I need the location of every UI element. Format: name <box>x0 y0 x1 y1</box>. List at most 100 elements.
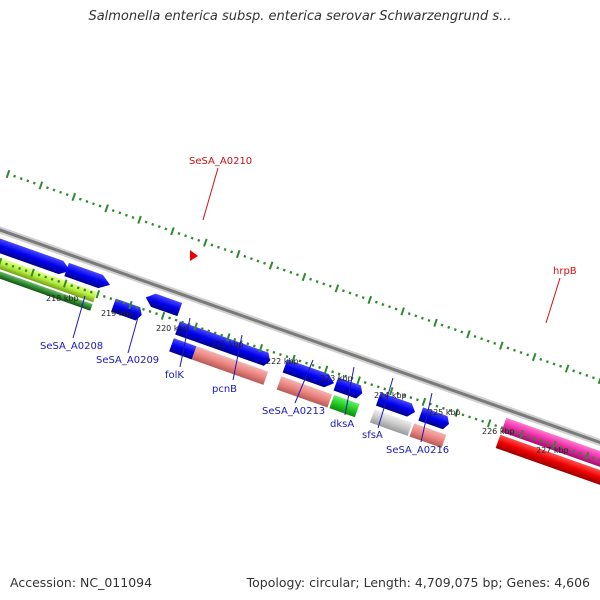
feature-band <box>0 220 600 502</box>
tick-minor <box>276 266 280 270</box>
tick-major <box>258 343 264 353</box>
tick-minor <box>24 269 28 273</box>
tick-major <box>30 268 35 277</box>
gene-arrow-hrpb[interactable] <box>495 434 600 502</box>
tick-minor <box>70 284 74 288</box>
tick-major <box>226 333 231 342</box>
tick-minor <box>468 415 471 419</box>
tick-minor <box>115 299 119 303</box>
scale-label: 220 kbp <box>156 324 189 333</box>
gene-label-sesa-a0210[interactable]: SeSA_A0210 <box>189 156 252 167</box>
tick-minor <box>285 355 289 359</box>
tick-minor <box>59 190 63 194</box>
scale-label: 221 kbp <box>211 340 244 349</box>
gene-label-dksa[interactable]: dksA <box>330 419 354 430</box>
tick-minor <box>52 188 56 192</box>
tick-minor <box>442 406 445 410</box>
gene-label-hrpb[interactable]: hrpB <box>553 266 577 277</box>
accession-text: Accession: NC_011094 <box>10 575 153 590</box>
tick-major <box>128 300 133 310</box>
tick-major <box>170 227 175 236</box>
tick-major <box>301 272 307 282</box>
tick-minor <box>135 305 139 309</box>
tick-minor <box>309 277 313 281</box>
gene-label-sesa-a0209[interactable]: SeSA_A0209 <box>96 355 159 366</box>
cds-sesa-a0216 <box>409 423 447 448</box>
tick-minor <box>591 376 595 380</box>
tick-minor <box>65 193 69 197</box>
tick-minor <box>295 273 299 277</box>
tick-minor <box>190 236 194 240</box>
tick-major <box>421 397 427 407</box>
gene-label-folk[interactable]: folK <box>165 370 184 381</box>
cds-darkgreen <box>0 263 93 311</box>
tick-minor <box>279 353 282 357</box>
tick-minor <box>142 307 145 311</box>
gene-arrow-b[interactable] <box>175 321 272 367</box>
tick-minor <box>342 289 345 293</box>
gene-arrow-sesa-a0216[interactable] <box>418 407 451 430</box>
tick-minor <box>210 243 214 247</box>
tick-minor <box>500 426 504 430</box>
tick-minor <box>474 417 478 421</box>
gene-arrow-sesa-a0208[interactable] <box>0 234 73 277</box>
tick-minor <box>409 396 413 400</box>
tick-minor <box>585 373 589 377</box>
tick-minor <box>57 279 61 283</box>
gene-arrow-c[interactable] <box>169 338 197 360</box>
gene-arrow-sesa-a0213[interactable] <box>282 359 337 390</box>
tick-major <box>95 290 101 299</box>
tick-major <box>0 257 3 266</box>
gene-arrow-dksa[interactable] <box>333 377 365 400</box>
leader-lines <box>72 167 561 443</box>
gene-arrow-a[interactable] <box>111 298 144 322</box>
tick-minor <box>265 348 269 352</box>
tick-minor <box>592 456 595 460</box>
cds-hrpb[interactable] <box>501 417 600 486</box>
tick-minor <box>402 393 406 397</box>
tick-minor <box>11 264 15 268</box>
gene-label-pcnb[interactable]: pcnB <box>212 384 237 395</box>
scale-label: 222 kbp <box>266 357 299 366</box>
gene-label-sfsa[interactable]: sfsA <box>362 430 383 441</box>
gene-arrow-folk[interactable] <box>143 291 183 317</box>
tick-minor <box>370 383 374 387</box>
gene-arrow-sesa-a0209[interactable] <box>64 262 112 292</box>
scale-label: 223 kbp <box>320 374 353 383</box>
gene-label-sesa-a0216[interactable]: SeSA_A0216 <box>386 445 449 456</box>
tick-minor <box>155 312 158 316</box>
tick-minor <box>559 364 562 368</box>
cds-sfsa <box>369 409 413 436</box>
tick-minor <box>102 294 106 298</box>
tick-minor <box>552 362 556 366</box>
tick-minor <box>76 286 80 290</box>
scale-label: 224 kbp <box>374 391 407 400</box>
gene-label-sesa-a0208[interactable]: SeSA_A0208 <box>40 341 103 352</box>
tick-minor <box>526 434 530 438</box>
tick-major <box>235 250 241 259</box>
topology-summary: Topology: circular; Length: 4,709,075 bp… <box>246 575 590 590</box>
marker-sesa-a0210[interactable] <box>190 250 198 261</box>
tick-major <box>499 341 504 350</box>
tick-minor <box>427 318 431 322</box>
cds-lime <box>0 251 97 303</box>
tick-major <box>193 322 198 331</box>
tick-minor <box>578 371 582 375</box>
tick-minor <box>486 339 490 343</box>
gene-label-sesa-a0213[interactable]: SeSA_A0213 <box>262 406 325 417</box>
tick-minor <box>164 227 168 231</box>
tick-minor <box>252 344 256 348</box>
tick-minor <box>539 357 543 361</box>
tick-minor <box>394 307 398 311</box>
scale-label: 226 kbp <box>482 427 515 436</box>
tick-minor <box>348 291 352 295</box>
cds-dksa <box>329 394 360 418</box>
tick-minor <box>526 353 530 357</box>
gene-arrow-sfsa[interactable] <box>375 392 417 418</box>
tick-major <box>356 376 361 385</box>
tick-minor <box>85 199 89 203</box>
tick-minor <box>184 234 188 238</box>
backbone-line-core <box>0 221 600 466</box>
tick-major <box>584 451 590 460</box>
